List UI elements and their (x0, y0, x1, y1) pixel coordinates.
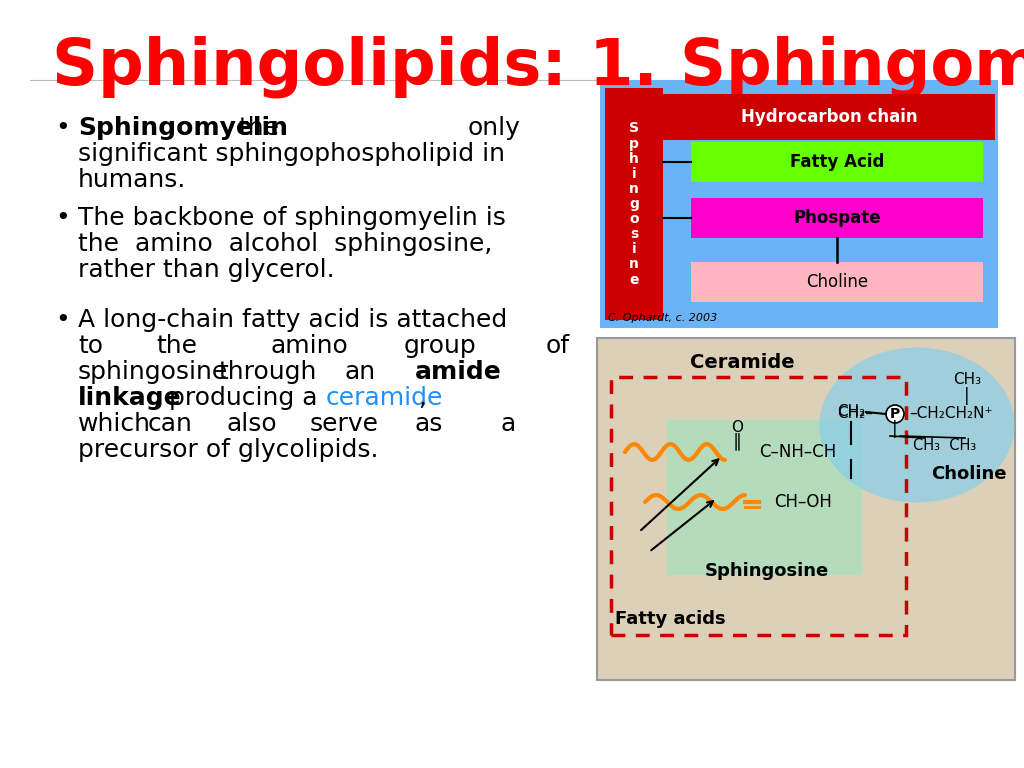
Text: , producing a: , producing a (153, 386, 317, 410)
Text: group: group (404, 334, 477, 358)
Text: Hydrocarbon chain: Hydrocarbon chain (740, 108, 918, 126)
Bar (691, 262, 983, 302)
Text: amino: amino (270, 334, 348, 358)
Text: the: the (238, 116, 279, 140)
Text: Choline: Choline (931, 465, 1007, 483)
Text: linkage: linkage (78, 386, 181, 410)
Text: as: as (415, 412, 443, 436)
Bar (691, 142, 983, 182)
Bar (605, 88, 663, 320)
Bar (691, 198, 983, 238)
Text: ceramide: ceramide (326, 386, 443, 410)
Text: Ceramide: Ceramide (690, 353, 795, 372)
Text: CH₃  CH₃: CH₃ CH₃ (913, 439, 977, 453)
Text: Sphingolipids: 1. Sphingomyelin: Sphingolipids: 1. Sphingomyelin (52, 36, 1024, 99)
Text: a: a (500, 412, 515, 436)
Text: A long-chain fatty acid is attached: A long-chain fatty acid is attached (78, 308, 507, 332)
Text: serve: serve (310, 412, 379, 436)
Text: Fatty Acid: Fatty Acid (790, 153, 884, 171)
Text: Choline: Choline (806, 273, 868, 291)
Bar (611, 377, 906, 635)
Text: O: O (731, 421, 743, 435)
Ellipse shape (819, 347, 1015, 502)
Text: ∥: ∥ (732, 432, 741, 450)
Text: an: an (345, 360, 376, 384)
Text: •: • (55, 116, 70, 140)
Text: S
p
h
i
n
g
o
s
i
n
e: S p h i n g o s i n e (629, 121, 639, 286)
Text: only: only (468, 116, 521, 140)
Text: also: also (226, 412, 276, 436)
Text: |: | (892, 420, 898, 438)
Text: C–NH–CH: C–NH–CH (759, 443, 837, 461)
Text: ,: , (418, 386, 426, 410)
Text: humans.: humans. (78, 168, 186, 192)
Bar (600, 80, 998, 328)
Text: the  amino  alcohol  sphingosine,: the amino alcohol sphingosine, (78, 232, 493, 256)
Text: Sphingosine: Sphingosine (705, 562, 829, 580)
Bar (597, 338, 1015, 680)
Text: the: the (156, 334, 197, 358)
Text: of: of (546, 334, 570, 358)
Text: The backbone of sphingomyelin is: The backbone of sphingomyelin is (78, 206, 506, 230)
Text: precursor of glycolipids.: precursor of glycolipids. (78, 438, 379, 462)
Circle shape (886, 405, 904, 423)
Text: Sphingomyelin: Sphingomyelin (78, 116, 288, 140)
Text: through: through (218, 360, 316, 384)
Text: to: to (78, 334, 103, 358)
Text: rather than glycerol.: rather than glycerol. (78, 258, 335, 282)
Bar (605, 94, 995, 140)
Text: Phospate: Phospate (794, 209, 881, 227)
Text: CH₂: CH₂ (837, 405, 865, 419)
Text: CH–OH: CH–OH (774, 493, 831, 511)
Text: sphingosine: sphingosine (78, 360, 228, 384)
Text: amide: amide (415, 360, 502, 384)
Text: •: • (55, 206, 70, 230)
Text: can: can (148, 412, 193, 436)
Text: P: P (890, 407, 900, 421)
Text: CH₂–: CH₂– (837, 406, 872, 422)
Bar (667, 420, 862, 575)
Text: C. Ophardt, c. 2003: C. Ophardt, c. 2003 (608, 313, 717, 323)
Text: |: | (965, 387, 970, 405)
Text: •: • (55, 308, 70, 332)
Text: Fatty acids: Fatty acids (615, 610, 726, 628)
Text: which: which (78, 412, 151, 436)
Text: CH₃: CH₃ (953, 372, 981, 388)
Text: significant sphingophospholipid in: significant sphingophospholipid in (78, 142, 505, 166)
Text: –CH₂CH₂N⁺: –CH₂CH₂N⁺ (909, 406, 992, 422)
